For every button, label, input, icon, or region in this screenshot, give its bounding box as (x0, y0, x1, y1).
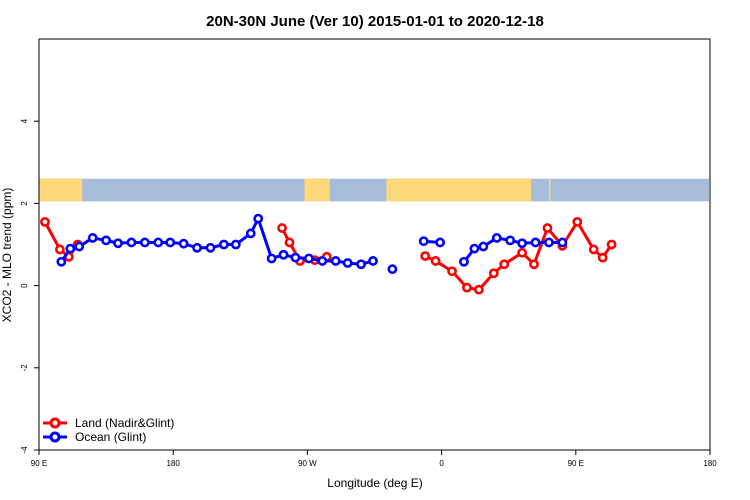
series-0-point-2-7 (517, 247, 528, 258)
y-axis: -4 -2 0 2 4 (20, 118, 39, 454)
series-0-point-2-8 (529, 259, 539, 270)
series-1-point-0-7 (139, 237, 150, 248)
series-0 (40, 216, 617, 295)
series-1-point-3-0 (459, 256, 469, 267)
series-0-point-2-12 (588, 244, 599, 255)
series-0-point-1-1 (284, 237, 295, 248)
series-1-point-0-25 (368, 256, 378, 266)
y-tick-label-4: 4 (20, 118, 29, 123)
legend-ocean-label: Ocean (Glint) (75, 430, 146, 444)
series-0-point-2-4 (473, 284, 484, 295)
map-land-1 (304, 178, 330, 202)
map-land-0 (39, 178, 83, 202)
series-1-point-0-20 (303, 253, 314, 264)
series-0-point-2-3 (462, 282, 472, 293)
y-tick-label-0: -4 (20, 446, 29, 454)
series-0-point-2-13 (597, 252, 608, 263)
series-0-point-1-0 (277, 223, 287, 233)
series-1-point-0-8 (153, 237, 164, 248)
series-0-point-2-1 (430, 256, 441, 266)
series-1-point-0-14 (230, 239, 241, 250)
series-1-point-3-8 (557, 237, 568, 248)
series-0-point-2-14 (606, 239, 617, 250)
series-1-point-0-11 (192, 242, 202, 253)
map-land-3 (411, 178, 532, 202)
series-1-point-3-3 (491, 233, 502, 243)
series-layer (40, 213, 617, 295)
y-tick-label-3: 2 (20, 201, 29, 206)
x-tick-label-3: 0 (439, 459, 444, 468)
legend: Land (Nadir&Glint) Ocean (Glint) (43, 416, 174, 444)
x-tick-label-1: 180 (167, 459, 181, 468)
legend-land-label: Land (Nadir&Glint) (75, 416, 174, 430)
series-1-point-0-1 (65, 243, 76, 254)
x-axis: 90 E 180 90 W 0 90 E 180 (31, 450, 717, 468)
series-1-point-3-1 (469, 243, 480, 254)
series-1-point-0-18 (278, 249, 289, 260)
series-1-point-1-0 (387, 264, 398, 275)
map-land-2 (386, 178, 417, 202)
series-1-point-2-0 (418, 236, 429, 247)
series-1-point-0-9 (165, 237, 176, 248)
series-0-point-2-0 (420, 251, 431, 261)
series-0-point-2-2 (447, 266, 457, 277)
series-1-point-0-15 (245, 228, 256, 239)
series-1-point-2-1 (435, 237, 446, 248)
series-0-point-2-11 (572, 216, 583, 227)
series-1-point-0-0 (56, 256, 67, 267)
series-1-point-0-6 (126, 237, 137, 248)
series-0-point-0-1 (54, 244, 65, 255)
series-1-point-0-17 (266, 253, 277, 264)
series-1-point-0-2 (74, 241, 85, 252)
map-water-band (40, 178, 709, 202)
series-1-point-3-6 (530, 237, 541, 248)
series-1-point-3-2 (478, 241, 489, 252)
series-1-point-0-24 (356, 259, 366, 270)
series-1-point-0-16 (253, 213, 264, 224)
plot-frame (38, 38, 711, 451)
x-axis-label: Longitude (deg E) (327, 476, 422, 490)
series-0-point-2-9 (542, 223, 553, 233)
x-tick-label-2: 90 W (298, 459, 317, 468)
series-1-point-0-4 (101, 235, 111, 246)
series-1-point-0-19 (290, 252, 301, 263)
y-tick-label-1: -2 (20, 364, 29, 372)
series-1-point-3-4 (505, 235, 516, 246)
x-tick-label-5: 180 (703, 459, 717, 468)
series-0-point-0-0 (40, 216, 50, 227)
series-1-point-0-13 (218, 239, 229, 250)
world-map-strip (39, 178, 709, 202)
x-tick-label-0: 90 E (31, 459, 47, 468)
legend-ocean-marker (49, 431, 61, 443)
chart-title: 20N-30N June (Ver 10) 2015-01-01 to 2020… (206, 13, 544, 30)
series-1-point-0-10 (178, 238, 189, 249)
series-1-point-3-7 (544, 237, 554, 248)
map-land-4 (548, 178, 551, 202)
series-1-point-0-23 (342, 258, 353, 268)
series-1-point-0-5 (113, 238, 123, 249)
series-1-point-0-12 (205, 242, 216, 253)
series-1-point-0-21 (317, 256, 328, 266)
series-0-point-2-6 (499, 259, 510, 270)
x-tick-label-4: 90 E (568, 459, 584, 468)
series-0-point-2-5 (488, 268, 499, 279)
y-tick-label-2: 0 (20, 283, 29, 288)
legend-land-marker (49, 417, 61, 429)
series-1 (56, 213, 568, 275)
series-1-point-0-22 (330, 256, 341, 266)
series-1-point-3-5 (517, 238, 528, 249)
series-1-point-0-3 (87, 233, 98, 243)
y-axis-label: XCO2 - MLO trend (ppm) (0, 188, 14, 323)
